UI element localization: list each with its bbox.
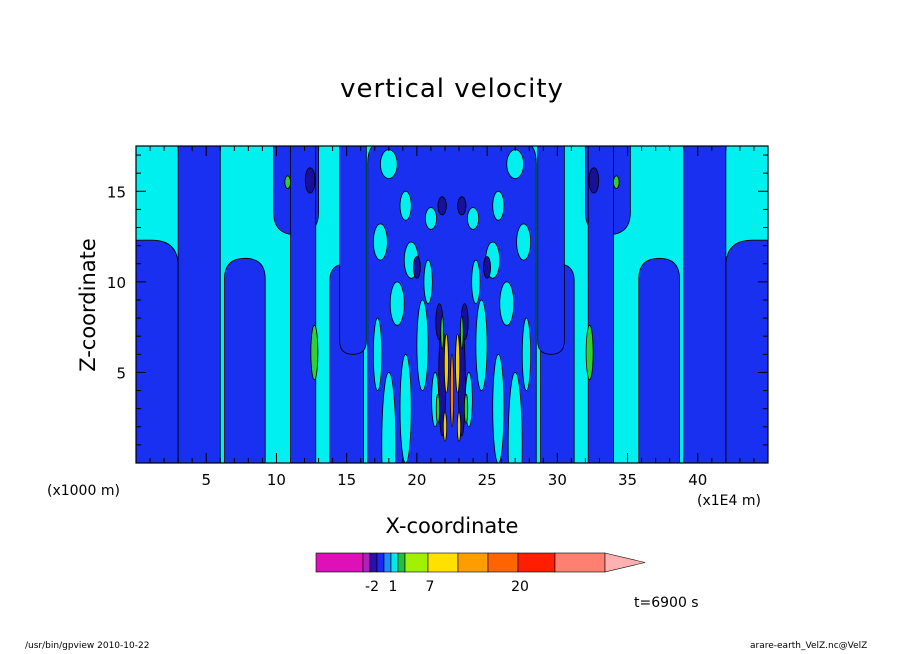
colorbar-segment	[427, 552, 459, 573]
field-region	[471, 259, 481, 304]
colorbar-segment	[315, 552, 364, 573]
field-region	[399, 190, 412, 221]
field-region	[537, 146, 565, 355]
colorbar-label: 7	[426, 579, 435, 595]
field-region	[457, 196, 467, 216]
field-region	[613, 175, 620, 189]
field-region	[499, 281, 515, 326]
y-tick-label: 10	[107, 274, 126, 292]
field-region	[725, 239, 768, 463]
field-region	[507, 372, 523, 463]
field-region	[424, 207, 437, 230]
footer-left: /usr/bin/gpview 2010-10-22	[25, 641, 150, 651]
x-tick-label: 35	[618, 471, 637, 489]
field-region	[492, 190, 505, 221]
field-region	[389, 281, 405, 326]
colorbar-segment	[517, 552, 556, 573]
colorbar-label: -2	[365, 579, 379, 595]
field-region	[440, 315, 444, 350]
field-region	[435, 393, 441, 424]
colorbar-segment	[369, 552, 378, 573]
colorbar-label: 1	[389, 579, 398, 595]
field-region	[449, 353, 455, 428]
field-region	[381, 372, 397, 463]
y-tick-label: 5	[116, 364, 126, 382]
y-tick-label: 15	[107, 183, 126, 201]
field-region	[683, 146, 727, 463]
field-region	[506, 149, 525, 180]
field-region	[442, 411, 448, 442]
colorbar-segment	[362, 552, 371, 573]
field-region	[587, 146, 614, 463]
x-tick-label: 25	[478, 471, 497, 489]
field-region	[136, 239, 179, 463]
field-region	[224, 257, 266, 463]
field-region	[585, 324, 594, 381]
colorbar: -2 1 7 20	[315, 552, 646, 595]
colorbar-segment	[390, 552, 399, 573]
colorbar-segment	[554, 552, 606, 573]
field-region	[372, 223, 388, 261]
field-region	[339, 146, 367, 355]
x-tick-label: 30	[548, 471, 567, 489]
plot-frame	[135, 145, 769, 464]
field-region	[467, 207, 480, 230]
field-region	[290, 146, 317, 463]
field-region	[379, 149, 398, 180]
colorbar-segment	[404, 552, 429, 573]
colorbar-label: 20	[511, 579, 529, 595]
field-region	[588, 167, 600, 194]
field-region	[460, 315, 464, 350]
colorbar-extension	[604, 552, 646, 573]
field-region	[463, 393, 469, 424]
time-label: t=6900 s	[634, 595, 699, 611]
colorbar-segment	[383, 552, 392, 573]
colorbar-segment	[457, 552, 489, 573]
axis-ticks	[135, 146, 769, 464]
field-region	[304, 167, 316, 194]
x-unit-label-left: (x1000 m)	[47, 483, 120, 499]
field-region	[483, 256, 492, 279]
colorbar-segment	[397, 552, 406, 573]
chart-title: vertical velocity	[340, 74, 564, 104]
x-axis-label: X-coordinate	[385, 514, 519, 538]
x-tick-label: 40	[688, 471, 707, 489]
field-region	[492, 353, 505, 463]
field-region	[437, 196, 447, 216]
colorbar-segment	[376, 552, 385, 573]
contour-field	[136, 146, 768, 463]
field-region	[412, 256, 421, 279]
field-region	[443, 333, 449, 393]
footer-right: arare-earth_VelZ.nc@VelZ	[750, 641, 868, 651]
x-tick-label: 20	[407, 471, 426, 489]
field-region	[475, 299, 488, 391]
colorbar-segment	[487, 552, 519, 573]
field-region	[521, 317, 532, 391]
field-region	[284, 175, 291, 189]
x-tick-label: 15	[337, 471, 356, 489]
field-region	[638, 257, 680, 463]
field-region	[399, 353, 412, 463]
field-region	[177, 146, 221, 463]
y-axis-label: Z-coordinate	[76, 238, 100, 372]
field-region	[456, 411, 462, 442]
field-region	[516, 223, 532, 261]
field-region	[455, 333, 461, 393]
x-tick-label: 5	[201, 471, 211, 489]
field-region	[423, 259, 433, 304]
axis-tick-labels: 5 10 15 20 25 30 35 40 5 10 15	[107, 183, 707, 489]
x-unit-label-right: (x1E4 m)	[697, 493, 761, 509]
field-region	[310, 324, 319, 381]
field-region	[372, 317, 383, 391]
x-tick-label: 10	[267, 471, 286, 489]
field-region	[416, 299, 429, 391]
